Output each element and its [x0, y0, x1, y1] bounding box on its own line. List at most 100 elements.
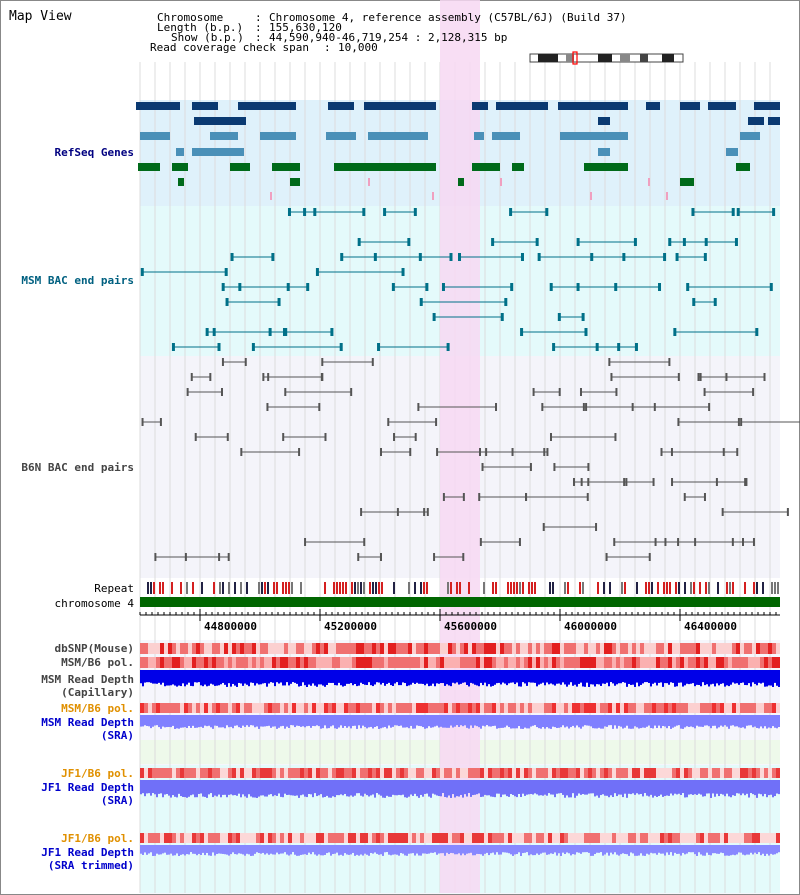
- heatmap-cell: [412, 833, 416, 843]
- track-label-msm-read-depth-sra[interactable]: MSM Read Depth: [41, 716, 134, 729]
- read-depth-bar: [162, 715, 164, 727]
- repeat-element: [531, 582, 533, 594]
- track-label-msm-read-depth-capillary[interactable]: MSM Read Depth: [41, 673, 134, 686]
- read-depth-bar: [326, 670, 328, 685]
- read-depth-bar: [420, 670, 422, 684]
- read-depth-bar: [340, 715, 342, 726]
- read-depth-bar: [204, 670, 206, 685]
- read-depth-bar: [194, 780, 196, 798]
- read-depth-bar: [674, 780, 676, 794]
- heatmap-cell: [720, 768, 724, 778]
- b6n-bac-end: [671, 478, 674, 486]
- read-depth-bar: [268, 715, 270, 726]
- heatmap-cell: [220, 703, 224, 713]
- b6n-bac-end: [752, 538, 755, 546]
- track-label-jf1-b6-pol[interactable]: JF1/B6 pol.: [61, 767, 134, 780]
- repeat-element: [597, 582, 599, 594]
- heatmap-cell: [772, 768, 776, 778]
- read-depth-bar: [672, 670, 674, 683]
- heatmap-cell: [284, 657, 288, 668]
- track-label-msm-b6-pol-sra[interactable]: MSM/B6 pol.: [61, 702, 134, 715]
- read-depth-bar: [244, 670, 246, 684]
- heatmap-cell: [516, 703, 520, 713]
- b6n-bac-end: [722, 448, 725, 456]
- read-depth-bar: [274, 715, 276, 727]
- heatmap-cell: [312, 643, 316, 654]
- heatmap-cell: [596, 833, 600, 843]
- read-depth-bar: [546, 670, 548, 683]
- read-depth-bar: [560, 845, 562, 856]
- heatmap-cell: [444, 703, 448, 713]
- read-depth-bar: [526, 715, 528, 729]
- heatmap-cell: [368, 643, 372, 654]
- read-depth-bar: [508, 780, 510, 797]
- heatmap-cell: [456, 768, 460, 778]
- track-label-jf1-read-depth-sra[interactable]: JF1 Read Depth: [41, 781, 134, 794]
- heatmap-cell: [320, 833, 324, 843]
- read-depth-bar: [652, 670, 654, 684]
- heatmap-cell: [344, 833, 348, 843]
- read-depth-bar: [318, 715, 320, 727]
- track-label-msm-bac[interactable]: MSM BAC end pairs: [21, 274, 134, 287]
- read-depth-bar: [684, 780, 686, 798]
- heatmap-cell: [376, 703, 380, 713]
- track-label-msm-read-depth-capillary-sub: (Capillary): [61, 686, 134, 699]
- read-depth-bar: [316, 845, 318, 856]
- heatmap-cell: [600, 657, 604, 668]
- heatmap-cell: [644, 643, 648, 654]
- read-depth-bar: [250, 845, 252, 856]
- heatmap-cell: [704, 703, 708, 713]
- heatmap-cell: [360, 703, 364, 713]
- read-depth-bar: [398, 845, 400, 856]
- heatmap-cell: [476, 657, 480, 668]
- heatmap-cell: [544, 657, 548, 668]
- track-label-jf1-read-depth-trimmed[interactable]: JF1 Read Depth: [41, 846, 134, 859]
- track-label-jf1-b6-pol-2[interactable]: JF1/B6 pol.: [61, 832, 134, 845]
- b6n-bac-end: [703, 493, 706, 501]
- track-label-refseq-genes[interactable]: RefSeq Genes: [54, 146, 134, 159]
- heatmap-cell: [384, 643, 388, 654]
- read-depth-bar: [518, 715, 520, 727]
- track-label-dbsnp[interactable]: dbSNP(Mouse): [54, 642, 134, 655]
- msm-bac-end: [686, 283, 690, 291]
- read-depth-bar: [240, 715, 242, 728]
- track-label-msm-b6-pol[interactable]: MSM/B6 pol.: [61, 656, 134, 669]
- heatmap-cell: [384, 768, 388, 778]
- heatmap-cell: [460, 643, 464, 654]
- read-depth-bar: [614, 670, 616, 686]
- heatmap-cell: [556, 657, 560, 668]
- read-depth-bar: [472, 780, 474, 796]
- track-label-b6n-bac[interactable]: B6N BAC end pairs: [21, 461, 134, 474]
- read-depth-bar: [424, 780, 426, 794]
- b6n-bac-end: [703, 388, 706, 396]
- b6n-bac-end: [495, 403, 498, 411]
- heatmap-cell: [444, 768, 448, 778]
- read-depth-bar: [408, 715, 410, 729]
- heatmap-cell: [504, 657, 508, 668]
- read-depth-bar: [554, 670, 556, 686]
- read-depth-bar: [478, 715, 480, 728]
- msm-bac-end: [340, 253, 344, 261]
- read-depth-bar: [620, 780, 622, 795]
- heatmap-cell: [272, 703, 276, 713]
- heatmap-cell: [756, 657, 760, 668]
- repeat-element: [648, 582, 650, 594]
- read-depth-bar: [442, 670, 444, 684]
- heatmap-cell: [768, 657, 772, 668]
- read-depth-bar: [694, 780, 696, 795]
- read-depth-bar: [568, 670, 570, 685]
- heatmap-cell: [468, 657, 472, 668]
- heatmap-cell: [304, 768, 308, 778]
- heatmap-cell: [224, 833, 228, 843]
- read-depth-bar: [766, 670, 768, 687]
- b6n-bac-end: [737, 418, 740, 426]
- read-depth-bar: [238, 715, 240, 728]
- heatmap-cell: [440, 768, 444, 778]
- read-depth-bar: [330, 715, 332, 727]
- heatmap-cell: [312, 703, 316, 713]
- read-depth-bar: [690, 845, 692, 853]
- heatmap-cell: [436, 833, 440, 843]
- read-depth-bar: [620, 845, 622, 855]
- read-depth-bar: [516, 715, 518, 729]
